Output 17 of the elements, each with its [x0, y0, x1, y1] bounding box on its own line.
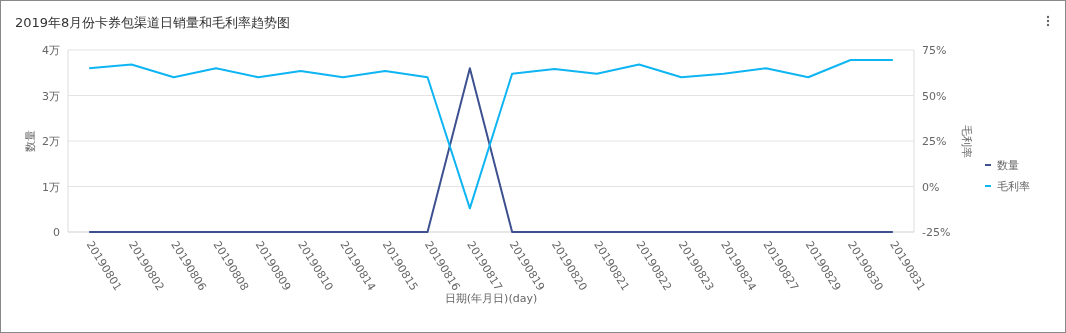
y2-tick-label: 50% — [922, 89, 947, 103]
x-axis-title: 日期(年月日)(day) — [444, 292, 538, 305]
legend-label: 毛利率 — [997, 180, 1030, 193]
y2-tick-label: 0% — [922, 180, 940, 194]
y-tick-label: 4万 — [42, 44, 60, 57]
line-series — [88, 59, 894, 210]
y-tick-label: 1万 — [42, 180, 60, 194]
y-axis-title: 数量 — [24, 130, 37, 152]
y-tick-label: 2万 — [42, 135, 60, 148]
chart-title: 2019年8月份卡券包渠道日销量和毛利率趋势图 — [15, 15, 291, 30]
y-tick-label: 0 — [53, 226, 60, 239]
y2-axis-title: 毛利率 — [960, 124, 973, 158]
y-tick-label: 3万 — [42, 89, 60, 103]
legend-label: 数量 — [997, 159, 1019, 172]
y2-tick-label: 75% — [922, 44, 947, 57]
y2-tick-label: 25% — [922, 135, 947, 148]
y2-tick-label: -25% — [922, 226, 951, 239]
